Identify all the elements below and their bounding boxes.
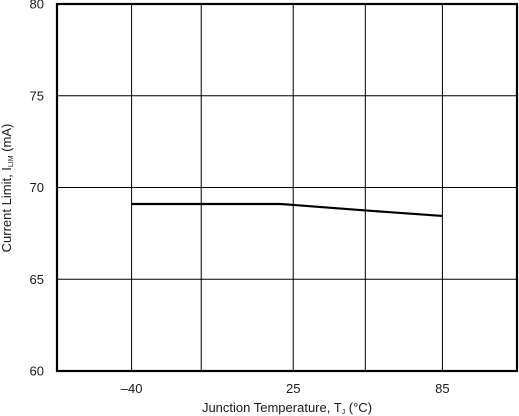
y-tick-label-0: 60 [30, 364, 44, 379]
x-tick-labels: –40 25 85 [121, 381, 450, 396]
x-tick-label-2: 85 [435, 381, 449, 396]
series-line-0 [131, 202, 443, 218]
x-tick-label-0: –40 [121, 381, 143, 396]
y-tick-label-2: 70 [30, 180, 44, 195]
x-axis-title: Junction Temperature, TJ (°C) [202, 400, 372, 416]
y-axis-title: Current Limit, ILIM (mA) [0, 124, 15, 253]
grid-lines [57, 4, 517, 371]
series-layer [131, 202, 443, 218]
y-tick-label-3: 75 [30, 88, 44, 103]
y-tick-label-4: 80 [30, 0, 44, 12]
plot-frame [55, 2, 519, 373]
y-tick-label-1: 65 [30, 272, 44, 287]
y-tick-labels: 60 65 70 75 80 [30, 0, 44, 379]
x-tick-label-1: 25 [286, 381, 300, 396]
